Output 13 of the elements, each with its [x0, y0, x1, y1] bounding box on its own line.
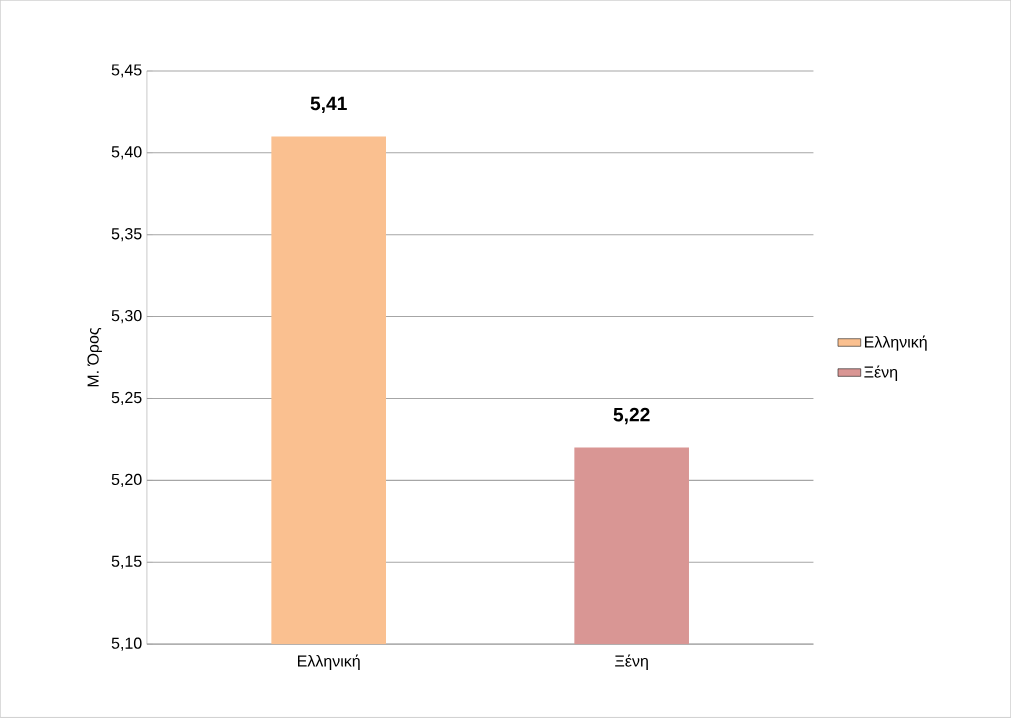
data-label: 5,22 [613, 408, 650, 425]
legend-label: Ξένη [864, 365, 898, 382]
y-tick-label: 5,30 [111, 310, 142, 324]
legend-label: Ελληνική [864, 335, 927, 351]
y-tick-label: 5,35 [111, 228, 142, 242]
y-tick-label: 5,15 [111, 555, 142, 569]
data-label: 5,41 [310, 97, 347, 114]
y-tick-label: 5,40 [111, 146, 142, 160]
y-tick-label: 5,25 [111, 392, 142, 406]
y-tick-label: 5,10 [111, 637, 142, 651]
y-tick-label: 5,45 [111, 64, 142, 78]
y-axis-title: Μ. Όρος [87, 328, 102, 387]
y-tick-label: 5,20 [111, 473, 142, 488]
